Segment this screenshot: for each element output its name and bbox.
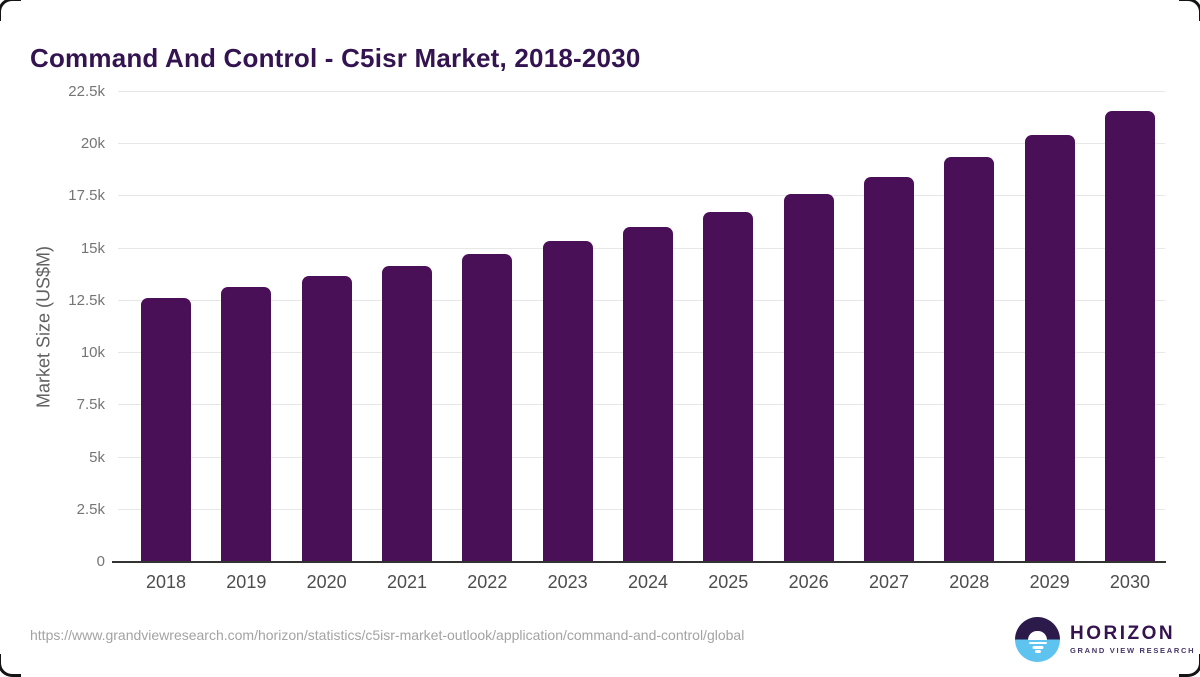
- bar-2020[interactable]: [301, 275, 352, 562]
- bar-2022[interactable]: [462, 253, 513, 562]
- bar-2029[interactable]: [1024, 134, 1075, 562]
- bar-2030[interactable]: [1104, 110, 1155, 562]
- bar-2024[interactable]: [622, 226, 673, 562]
- x-tick-label-2029: 2029: [1029, 572, 1070, 592]
- bar-2019[interactable]: [221, 287, 272, 562]
- rounded-border-corner: [0, 654, 21, 677]
- bar-2021[interactable]: [381, 266, 432, 562]
- logo-subtitle: GRAND VIEW RESEARCH: [1070, 646, 1196, 655]
- horizon-logo: HORIZON GRAND VIEW RESEARCH: [1015, 617, 1195, 662]
- x-tick-label-2019: 2019: [226, 572, 267, 592]
- x-tick-label-2028: 2028: [949, 572, 990, 592]
- bar-2025[interactable]: [703, 212, 754, 562]
- x-axis-line: [112, 561, 1166, 563]
- x-tick-label-2021: 2021: [386, 572, 427, 592]
- x-tick-label-2023: 2023: [547, 572, 588, 592]
- x-tick-label-2027: 2027: [868, 572, 909, 592]
- y-tick-label: 0: [96, 553, 105, 570]
- rounded-border-corner: [0, 0, 21, 21]
- x-tick-label-2030: 2030: [1109, 572, 1150, 592]
- bar-2026[interactable]: [783, 194, 834, 562]
- gridline-17.5k: [118, 195, 1165, 197]
- chart-title: Command And Control - C5isr Market, 2018…: [30, 43, 641, 74]
- x-tick-label-2026: 2026: [788, 572, 829, 592]
- y-axis-title: Market Size (US$M): [33, 245, 54, 409]
- y-tick-label: 15k: [80, 239, 105, 257]
- gridline-20k: [118, 143, 1165, 145]
- plot-area: 0 2.5k 5k 7.5k 10k 12.5k 15k 17.5k 20k 22.5k 2018 2…: [68, 83, 1165, 592]
- y-tick-label: 10k: [80, 344, 105, 362]
- sunset-horizon-icon: [1015, 617, 1060, 662]
- y-tick-label: 20k: [80, 135, 105, 153]
- gridline-22.5k: [118, 91, 1165, 92]
- rounded-border-corner: [1179, 0, 1200, 21]
- y-tick-label: 22.5k: [68, 83, 105, 100]
- bar-2028[interactable]: [944, 156, 995, 562]
- y-tick-label: 17.5k: [68, 187, 105, 205]
- y-tick-label: 12.5k: [68, 291, 105, 309]
- x-tick-label-2020: 2020: [306, 572, 347, 592]
- x-tick-label-2022: 2022: [467, 572, 508, 592]
- logo-name: HORIZON: [1070, 623, 1176, 644]
- x-tick-label-2025: 2025: [708, 572, 749, 592]
- x-tick-label-2024: 2024: [627, 572, 668, 592]
- bar-2018[interactable]: [141, 297, 191, 562]
- y-tick-label: 5k: [89, 448, 105, 466]
- x-tick-label-2018: 2018: [145, 572, 187, 592]
- y-tick-label: 7.5k: [76, 396, 105, 414]
- bar-2023[interactable]: [542, 241, 593, 562]
- bar-2027[interactable]: [863, 176, 914, 562]
- y-tick-label: 2.5k: [76, 500, 105, 518]
- source-url: https://www.grandviewresearch.com/horizo…: [30, 627, 745, 643]
